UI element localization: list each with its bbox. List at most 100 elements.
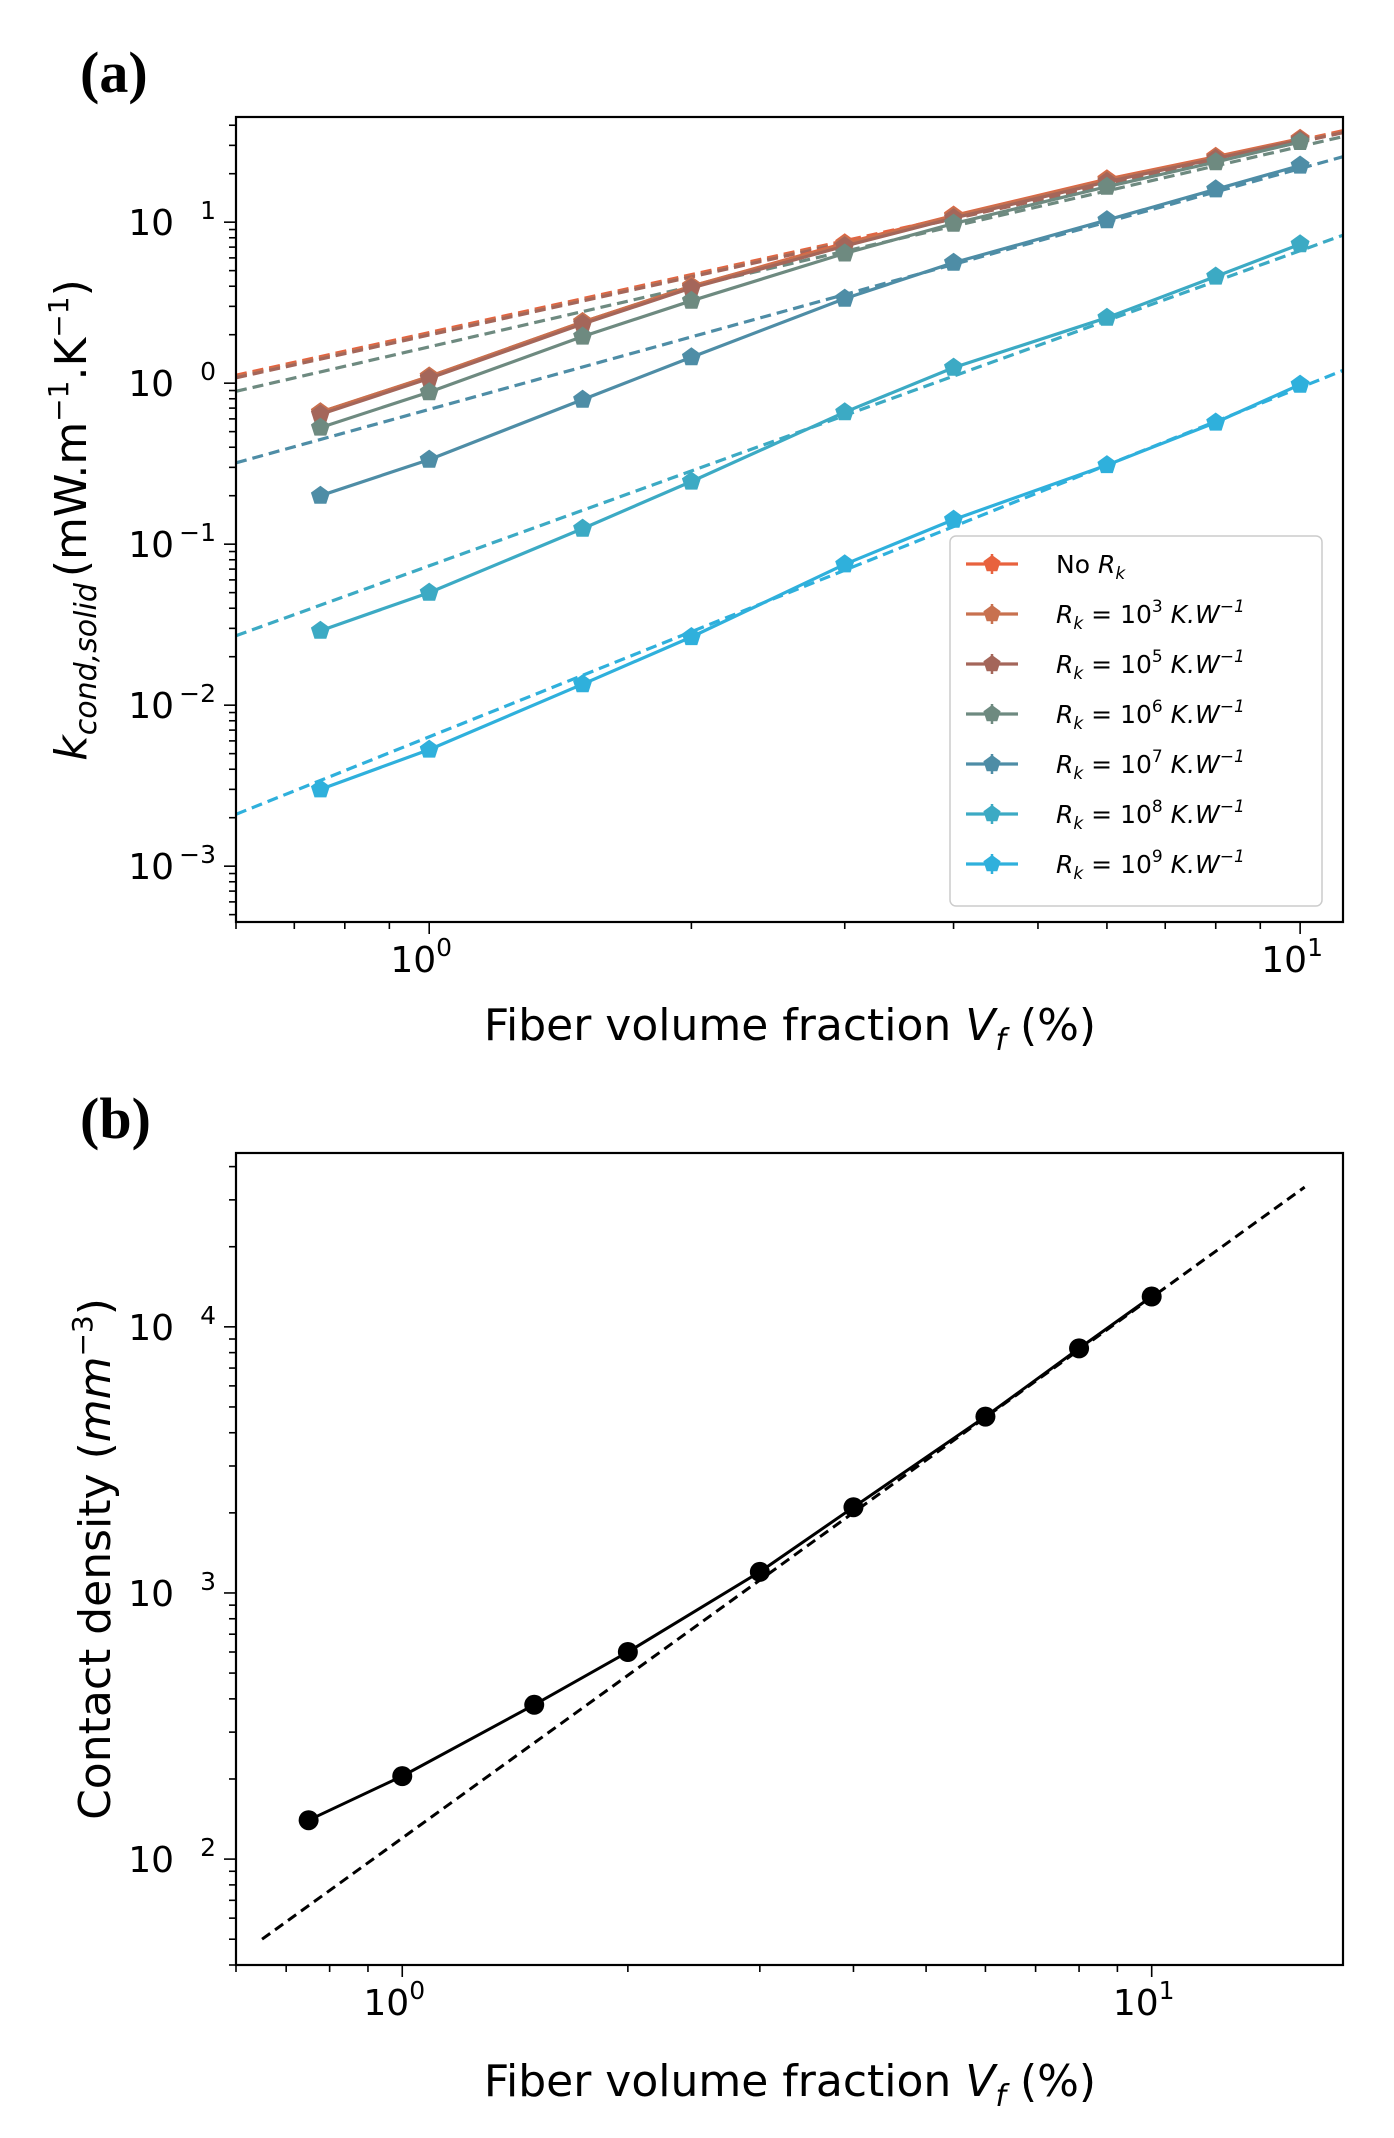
panel-a-legend: No Rk Rk = 103 K.W−1 Rk = 105 K.W−1 Rk = 10…: [949, 535, 1323, 907]
fit-line-series-4: [236, 155, 1343, 465]
data-point-series-6: [1290, 374, 1310, 393]
data-point: [524, 1694, 545, 1715]
data-point-series-4: [1206, 179, 1226, 198]
a-xlabel-main: Fiber volume fraction: [484, 1000, 965, 1051]
data-point-series-4: [944, 252, 964, 271]
data-point-series-3: [1290, 131, 1310, 150]
data-point-series-3: [1206, 152, 1226, 171]
data-point: [975, 1406, 996, 1427]
data-point: [843, 1497, 864, 1518]
data-point-series-6: [835, 554, 855, 573]
panel-a-x-axis-label: Fiber volume fraction Vf (%): [484, 1000, 1096, 1058]
panel-b-label: (b): [80, 1086, 151, 1151]
b-ylabel-var: mm: [70, 1357, 121, 1443]
legend-marker-1: [983, 605, 1001, 622]
series-line-3: [319, 140, 1301, 430]
fit-line: [261, 1185, 1306, 1941]
data-point-series-5: [1290, 234, 1310, 253]
data-point-series-5: [944, 357, 964, 376]
data-point-series-6: [419, 739, 439, 758]
legend-marker-6: [983, 855, 1001, 872]
legend-marker-2: [983, 655, 1001, 672]
data-point-series-2: [681, 278, 701, 297]
panel-a-y-tick-label: 10 0: [128, 357, 216, 405]
data-point: [298, 1810, 319, 1831]
data-point: [617, 1642, 638, 1663]
panel-a-y-tick-label: 10 1: [128, 196, 216, 244]
data-point: [1141, 1286, 1162, 1307]
data-point-series-3: [681, 290, 701, 309]
panel-a-label: (a): [80, 40, 148, 105]
panel-a-series: [310, 128, 1310, 798]
data-point-series-4: [419, 449, 439, 468]
data-point-series-2: [419, 368, 439, 387]
data-point-series-5: [835, 402, 855, 421]
panel-b-y-tick-label: 10 2: [128, 1833, 216, 1881]
data-point-series-2: [310, 404, 330, 423]
data-point-series-6: [1097, 455, 1117, 474]
a-ylabel-exp2: −1: [42, 296, 75, 337]
data-point-series-2: [573, 314, 593, 333]
legend-marker-0: [983, 555, 1001, 572]
a-ylabel-close: ): [46, 279, 97, 296]
data-point-series-6: [573, 674, 593, 693]
legend-label-2: Rk = 105 K.W−1: [1056, 647, 1245, 684]
panel-b-fit-line: [261, 1185, 1306, 1941]
data-point-series-3: [1097, 176, 1117, 195]
panel-b-y-tick-label: 10 3: [128, 1567, 216, 1615]
panel-b-x-axis-label: Fiber volume fraction Vf (%): [484, 2056, 1096, 2114]
legend-frame: [949, 535, 1323, 907]
data-point-series-5: [310, 620, 330, 639]
data-point: [392, 1766, 413, 1787]
a-ylabel-var: k: [46, 734, 97, 761]
panel-a-x-tick-label: 100: [390, 933, 452, 981]
panel-b-y-axis-label: Contact density (mm−3): [66, 1298, 121, 1820]
data-point-series-6: [310, 779, 330, 798]
series-line: [307, 1295, 1153, 1822]
legend-marker-3: [983, 705, 1001, 722]
a-xlabel-var: V: [965, 1000, 998, 1051]
data-point-series-5: [681, 471, 701, 490]
legend-label-6: Rk = 109 K.W−1: [1056, 847, 1245, 884]
a-ylabel-unit: (mW.m: [46, 422, 97, 577]
data-point-series-4: [681, 347, 701, 366]
data-point-series-6: [681, 627, 701, 646]
data-point-series-4: [1290, 155, 1310, 174]
data-point-series-4: [835, 288, 855, 307]
legend-label-3: Rk = 106 K.W−1: [1056, 697, 1245, 734]
a-ylabel-mid: .K: [46, 337, 97, 381]
panel-a-y-tick-label: 10 −2: [128, 679, 216, 727]
data-point-series-5: [1206, 266, 1226, 285]
legend-marker-4: [983, 755, 1001, 772]
data-point-series-3: [835, 243, 855, 262]
b-xlabel-tail: (%): [1006, 2056, 1096, 2107]
data-point-series-5: [1097, 307, 1117, 326]
b-ylabel-main: Contact density (: [70, 1442, 121, 1820]
panel-a-y-tick-label: 10 −1: [128, 518, 216, 566]
legend-label-4: Rk = 107 K.W−1: [1056, 747, 1245, 784]
data-point-series-3: [573, 326, 593, 345]
panel-a-y-tick-label: 10 −3: [128, 840, 216, 888]
data-point: [1069, 1338, 1090, 1359]
data-point-series-6: [1206, 412, 1226, 431]
b-ylabel-exp: −3: [66, 1315, 99, 1356]
legend-label-0: No Rk: [1056, 550, 1126, 584]
data-point-series-3: [944, 213, 964, 232]
data-point-series-5: [573, 518, 593, 537]
legend-marker-5: [983, 805, 1001, 822]
a-ylabel-exp1: −1: [42, 381, 75, 422]
legend-label-5: Rk = 108 K.W−1: [1056, 797, 1245, 834]
data-point-series-4: [1097, 210, 1117, 229]
fit-line-series-3: [236, 135, 1343, 393]
data-point-series-4: [310, 485, 330, 504]
b-ylabel-close: ): [70, 1298, 121, 1315]
panel-a-plot-frame: [234, 115, 1345, 924]
data-point-series-5: [419, 582, 439, 601]
panel-b-x-tick-label: 100: [363, 1976, 425, 2024]
panel-b-series: [298, 1286, 1162, 1831]
